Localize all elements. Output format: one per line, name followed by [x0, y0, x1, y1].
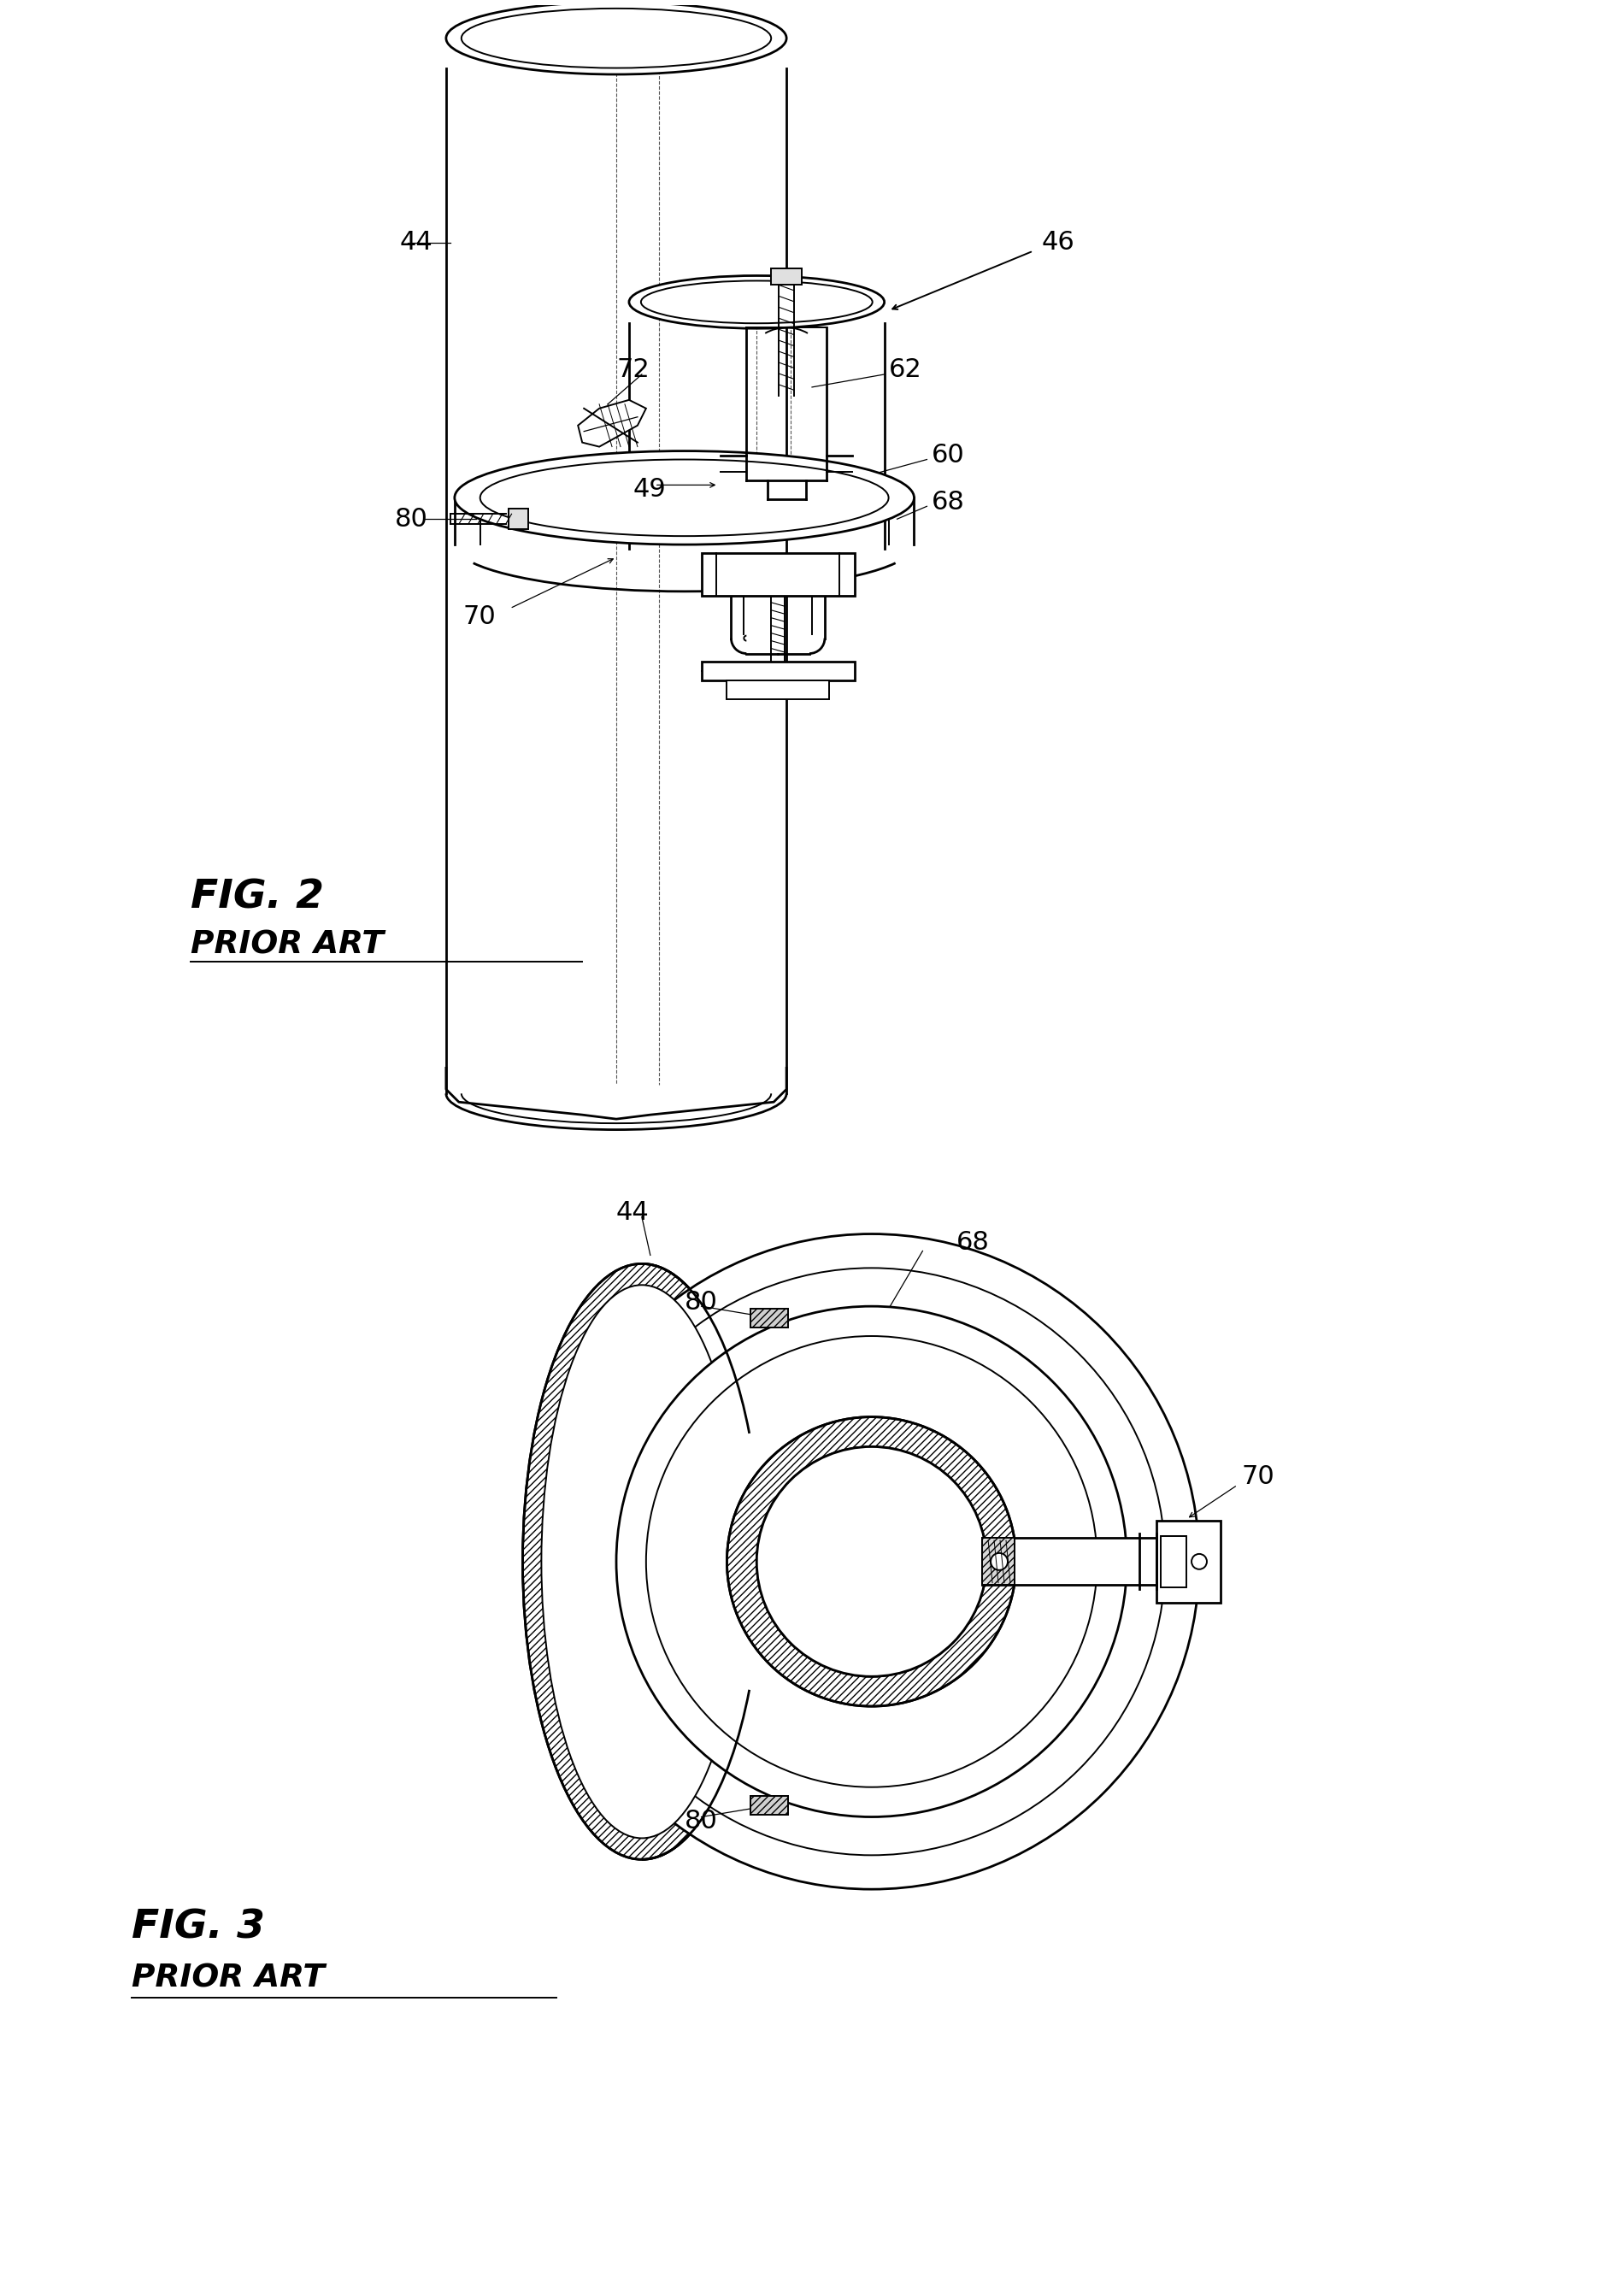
- Ellipse shape: [757, 1447, 986, 1676]
- Bar: [1156, 1521, 1221, 1603]
- Text: 60: 60: [931, 442, 965, 467]
- Text: PRIOR ART: PRIOR ART: [132, 1963, 325, 1995]
- Bar: [508, 508, 529, 529]
- Ellipse shape: [1192, 1555, 1207, 1569]
- Ellipse shape: [455, 451, 914, 545]
- Bar: [750, 1795, 788, 1814]
- Ellipse shape: [757, 1447, 986, 1676]
- Text: PRIOR ART: PRIOR ART: [190, 930, 383, 960]
- Bar: [1140, 1534, 1176, 1589]
- Bar: [750, 1310, 788, 1328]
- Ellipse shape: [578, 1269, 1164, 1855]
- Bar: [983, 1539, 1015, 1585]
- Text: 70: 70: [1242, 1463, 1275, 1488]
- Text: 49: 49: [633, 476, 666, 502]
- Text: 68: 68: [931, 490, 965, 515]
- Ellipse shape: [481, 460, 888, 536]
- Bar: [728, 680, 828, 698]
- Bar: [702, 662, 854, 680]
- Text: 80: 80: [684, 1289, 718, 1314]
- Text: FIG. 3: FIG. 3: [132, 1908, 265, 1946]
- Polygon shape: [578, 401, 646, 447]
- Ellipse shape: [461, 9, 771, 69]
- Bar: [771, 268, 802, 284]
- Ellipse shape: [523, 1264, 762, 1859]
- Ellipse shape: [615, 1305, 1127, 1816]
- Text: 70: 70: [463, 605, 497, 630]
- Ellipse shape: [447, 2, 786, 73]
- Bar: [1161, 1537, 1187, 1587]
- Text: 44: 44: [400, 229, 432, 254]
- Text: 62: 62: [888, 357, 922, 382]
- Ellipse shape: [641, 282, 872, 323]
- Ellipse shape: [728, 1418, 1017, 1706]
- Ellipse shape: [646, 1335, 1098, 1786]
- Text: 62: 62: [812, 1550, 846, 1573]
- Text: 72: 72: [615, 357, 650, 382]
- Ellipse shape: [541, 1285, 742, 1839]
- Ellipse shape: [991, 1553, 1009, 1571]
- Bar: [702, 554, 854, 595]
- Bar: [983, 1539, 1156, 1585]
- Text: 80: 80: [684, 1809, 718, 1834]
- Text: FIG. 2: FIG. 2: [190, 879, 325, 916]
- Text: 80: 80: [395, 506, 429, 531]
- Ellipse shape: [628, 275, 885, 327]
- Ellipse shape: [544, 1234, 1199, 1889]
- Text: 68: 68: [957, 1230, 991, 1255]
- Text: 46: 46: [1041, 229, 1075, 254]
- Text: 44: 44: [615, 1200, 650, 1225]
